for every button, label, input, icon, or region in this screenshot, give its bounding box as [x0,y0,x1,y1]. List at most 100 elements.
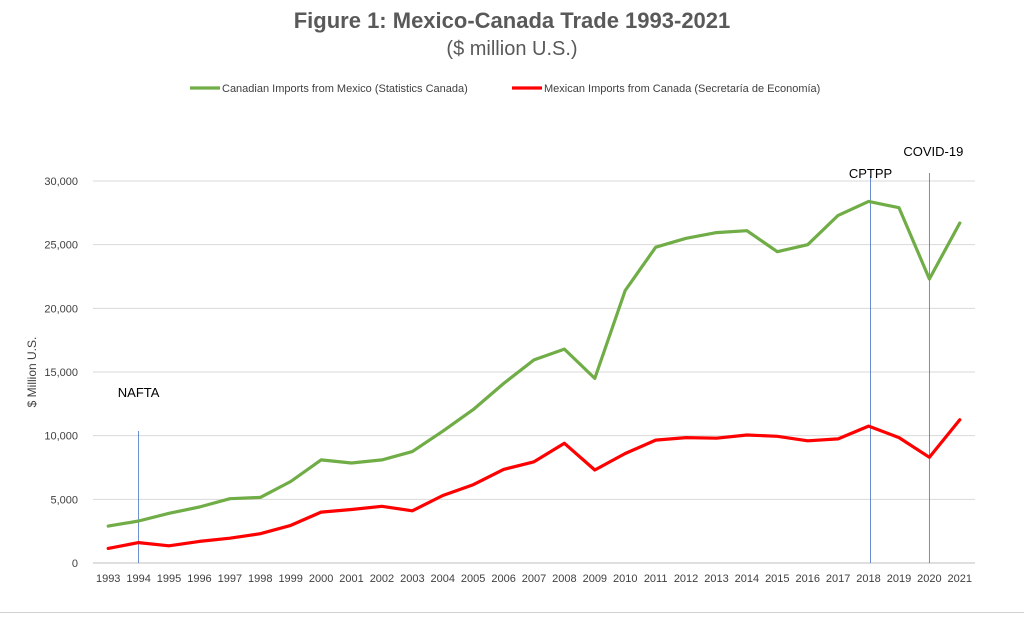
data-point [563,442,566,445]
y-tick-label: 30,000 [44,176,78,188]
x-tick-label: 2006 [491,573,515,585]
x-tick-label: 1997 [218,573,242,585]
x-tick-label: 2021 [948,573,972,585]
data-point [411,509,414,512]
x-tick-label: 1993 [96,573,120,585]
x-tick-label: 2011 [644,573,668,585]
x-axis-ticks: 1993 1994 1995 1996 1997 1998 1999 2000 2001 2002… [96,573,972,585]
x-tick-label: 2009 [583,573,607,585]
data-point [654,438,657,442]
x-tick-label: 2019 [887,573,911,585]
data-point [624,452,627,455]
data-point [836,214,840,217]
data-point [198,505,201,509]
data-point [502,382,505,385]
data-point [776,435,779,438]
data-point [654,246,657,249]
data-point [319,458,323,462]
annotation-label: NAFTA [118,385,160,400]
data-point [107,524,110,528]
x-tick-label: 2005 [461,573,485,585]
data-point [289,480,292,483]
data-point [776,250,779,253]
legend-label: Canadian Imports from Mexico (Statistics… [222,83,468,95]
data-point [563,347,566,351]
y-tick-label: 15,000 [44,367,78,379]
data-point [259,532,262,535]
data-point [259,496,262,499]
x-tick-label: 1999 [278,573,302,585]
x-tick-label: 2002 [370,573,394,585]
data-point [198,540,201,543]
chart-subtitle: ($ million U.S.) [446,38,578,60]
legend: Canadian Imports from Mexico (Statistics… [190,83,820,95]
data-point [380,458,384,462]
x-tick-label: 2001 [339,573,363,585]
data-point [532,358,536,362]
y-axis-label: $ Million U.S. [25,337,39,408]
data-point [502,468,505,471]
data-point [167,544,171,548]
data-point [745,433,749,437]
data-point [836,437,840,441]
y-tick-label: 5,000 [50,494,78,506]
x-tick-label: 2013 [704,573,728,585]
data-point [624,289,627,292]
x-tick-label: 2008 [552,573,576,585]
x-tick-label: 2004 [431,573,455,585]
x-tick-label: 2014 [735,573,759,585]
x-tick-label: 1995 [157,573,181,585]
bottom-divider [0,612,1024,613]
data-point [471,408,475,411]
data-point [441,494,444,497]
data-point [167,512,171,515]
data-point [471,483,475,486]
y-tick-label: 0 [72,558,78,570]
y-axis-ticks: 0 5,000 10,000 15,000 20,000 25,000 30,000 [44,176,78,570]
data-point [441,430,444,433]
data-point [806,439,809,442]
annotations: NAFTA CPTPP COVID-19 [118,144,963,563]
data-point [958,418,961,421]
y-tick-label: 10,000 [44,431,78,443]
data-point [684,237,688,240]
data-point [319,510,323,514]
data-point [107,547,110,550]
data-point [289,524,292,527]
data-point [958,221,961,225]
data-point [532,460,536,463]
series-line [106,418,962,551]
x-tick-label: 1996 [187,573,211,585]
data-point [380,505,384,508]
data-point [715,437,718,440]
data-point [867,200,870,203]
y-tick-label: 20,000 [44,303,78,315]
data-point [745,229,749,232]
annotation-label: CPTPP [849,166,892,181]
data-point [928,456,931,459]
data-point [593,377,597,380]
data-point [684,436,688,439]
x-tick-label: 1998 [248,573,272,585]
grid-lines [93,180,975,564]
x-tick-label: 2020 [917,573,941,585]
data-point [350,461,353,465]
data-point [350,508,353,511]
x-tick-label: 2007 [522,573,546,585]
series-lines [106,199,962,551]
data-point [137,541,140,544]
data-point [897,206,901,209]
x-tick-label: 2012 [674,573,698,585]
x-tick-label: 2016 [795,573,819,585]
data-point [928,277,931,281]
x-tick-label: 2017 [826,573,850,585]
data-point [411,450,414,453]
data-point [715,231,718,234]
chart-title: Figure 1: Mexico-Canada Trade 1993-2021 [293,8,731,33]
x-tick-label: 2000 [309,573,333,585]
x-tick-label: 2018 [856,573,880,585]
x-tick-label: 2010 [613,573,637,585]
x-tick-label: 1994 [126,573,150,585]
legend-label: Mexican Imports from Canada (Secretaría … [544,83,820,95]
